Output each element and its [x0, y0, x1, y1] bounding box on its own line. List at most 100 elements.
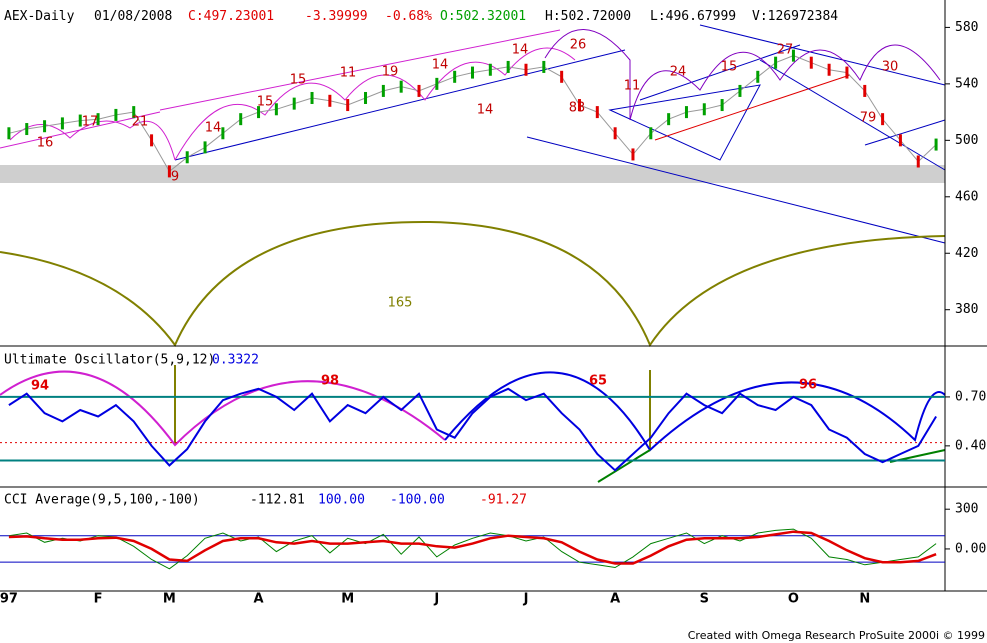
price-bar: [809, 56, 813, 69]
cycle-label: 27: [777, 43, 794, 58]
indicator-title: CCI Average(9,5,100,-100): [4, 493, 200, 508]
symbol: AEX-Daily: [4, 9, 75, 24]
channel-line: [174, 49, 626, 161]
osc-arc: [0, 370, 446, 447]
price-bar: [328, 94, 332, 107]
price-bar: [364, 91, 368, 104]
price-bar: [274, 103, 278, 116]
price-bar: [934, 138, 938, 151]
price-bar: [96, 113, 100, 126]
y-tick-label: 540: [955, 76, 978, 91]
indicator-reading: 0.3322: [212, 353, 259, 368]
price-bar: [292, 97, 296, 110]
price-bar: [435, 77, 439, 90]
cycle-label: 30: [882, 60, 899, 75]
cycle-label: 15: [290, 73, 307, 88]
price-bar: [150, 134, 154, 147]
series-line: [8, 528, 937, 570]
y-tick-label: 0.70: [955, 389, 986, 404]
price-bar: [453, 70, 457, 83]
price-bar: [381, 84, 385, 97]
cycle-label: 15: [257, 95, 274, 110]
decorations: [0, 24, 946, 483]
volume: V:126972384: [752, 9, 838, 24]
cycle-arc: [174, 47, 576, 161]
price-bar: [845, 66, 849, 79]
major-cycle: [0, 220, 946, 348]
y-tick-label: 580: [955, 20, 978, 35]
cycle-label: 65: [589, 374, 607, 389]
cycle-label: 83: [569, 101, 586, 116]
cycle-arc: [9, 120, 176, 161]
channel-line: [526, 136, 946, 244]
y-tick-label: 300: [955, 502, 978, 517]
x-tick-label: 97: [0, 592, 18, 607]
price-bar: [702, 103, 706, 116]
price-bar: [577, 99, 581, 112]
price-bar: [916, 155, 920, 168]
price-bar: [881, 113, 885, 126]
close: C:497.23001: [188, 9, 274, 24]
cycle-label: 94: [31, 379, 49, 394]
price-bar: [310, 91, 314, 104]
price-bar: [471, 66, 474, 79]
x-tick-label: J: [433, 592, 439, 607]
indicator-reading: -112.81: [250, 493, 305, 508]
cycle-label: 19: [382, 65, 399, 80]
price-bar: [756, 70, 760, 83]
cycle-label: 16: [37, 136, 54, 151]
cycle-label: 14: [512, 43, 529, 58]
support-zone: [0, 165, 945, 183]
price-bar: [203, 141, 207, 154]
osc-arc: [444, 371, 946, 452]
channel-line: [654, 74, 851, 141]
x-tick-label: J: [523, 592, 529, 607]
cycle-label: 14: [432, 58, 449, 73]
footer: Created with Omega Research ProSuite 200…: [688, 629, 985, 642]
frame: [0, 0, 987, 592]
price-bar: [542, 60, 546, 73]
x-tick-label: O: [788, 592, 799, 607]
price-bar: [185, 151, 189, 164]
cycle-label: 21: [132, 115, 149, 130]
price-bar: [399, 80, 403, 93]
low: L:496.67999: [650, 9, 736, 24]
y-tick-label: 460: [955, 189, 978, 204]
price-bar: [720, 99, 724, 112]
price-bar: [221, 127, 225, 140]
cycle-arc: [544, 29, 941, 121]
cycle-marker: [174, 365, 651, 450]
price-bar: [239, 113, 243, 126]
price-bar: [114, 108, 118, 121]
price-bar: [257, 106, 261, 119]
price-bar: [7, 127, 11, 140]
cycle-label: 96: [799, 378, 817, 393]
cycle-label: 9: [171, 170, 179, 185]
price-bar: [560, 70, 564, 83]
high: H:502.72000: [545, 9, 631, 24]
price-bar: [132, 106, 136, 119]
channel-line: [759, 59, 946, 171]
cycle-label: 14: [477, 103, 494, 118]
y-tick-label: 420: [955, 246, 978, 261]
indicator-reading: -91.27: [480, 493, 527, 508]
series-line: [8, 387, 937, 472]
price-bar: [613, 127, 617, 140]
price-bar: [78, 114, 82, 127]
price-bar: [506, 60, 510, 73]
x-tick-label: N: [859, 592, 870, 607]
price-bar: [649, 127, 653, 140]
x-tick-label: M: [341, 592, 354, 607]
price-bar: [417, 84, 421, 97]
indicator-title: Ultimate Oscillator(5,9,12): [4, 353, 215, 368]
cycle-label: 26: [570, 38, 587, 53]
price-bar: [827, 63, 831, 76]
y-tick-label: 0.00: [955, 541, 986, 556]
price-bar: [595, 106, 599, 119]
x-tick-label: S: [700, 592, 709, 607]
header: AEX-Daily 01/08/2008 C:497.23001 -3.3999…: [4, 9, 838, 24]
price-bar: [346, 99, 350, 112]
channel-line: [639, 44, 801, 101]
cycle-label: 98: [321, 374, 339, 389]
